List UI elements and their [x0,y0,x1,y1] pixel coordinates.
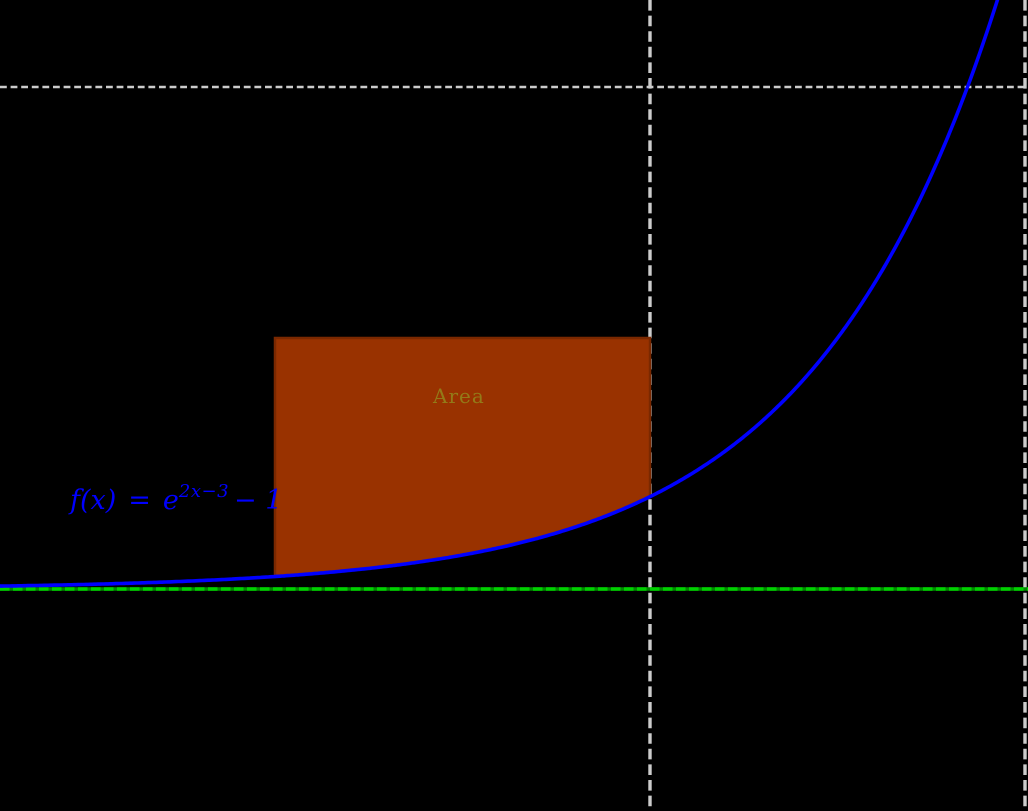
area-region [273,336,652,578]
function-label-exponent: 2x−3 [178,481,230,502]
function-label-base: e [162,485,179,516]
function-label-equals: = [128,485,151,516]
function-label-tail: − 1 [234,485,283,516]
area-label: Area [433,384,485,408]
function-curve [0,0,1000,588]
function-label-lhs: f(x) [70,485,117,516]
function-label-rhs: e2x−3− 1 [162,481,283,516]
function-label: f(x) = e2x−3− 1 [70,481,283,516]
